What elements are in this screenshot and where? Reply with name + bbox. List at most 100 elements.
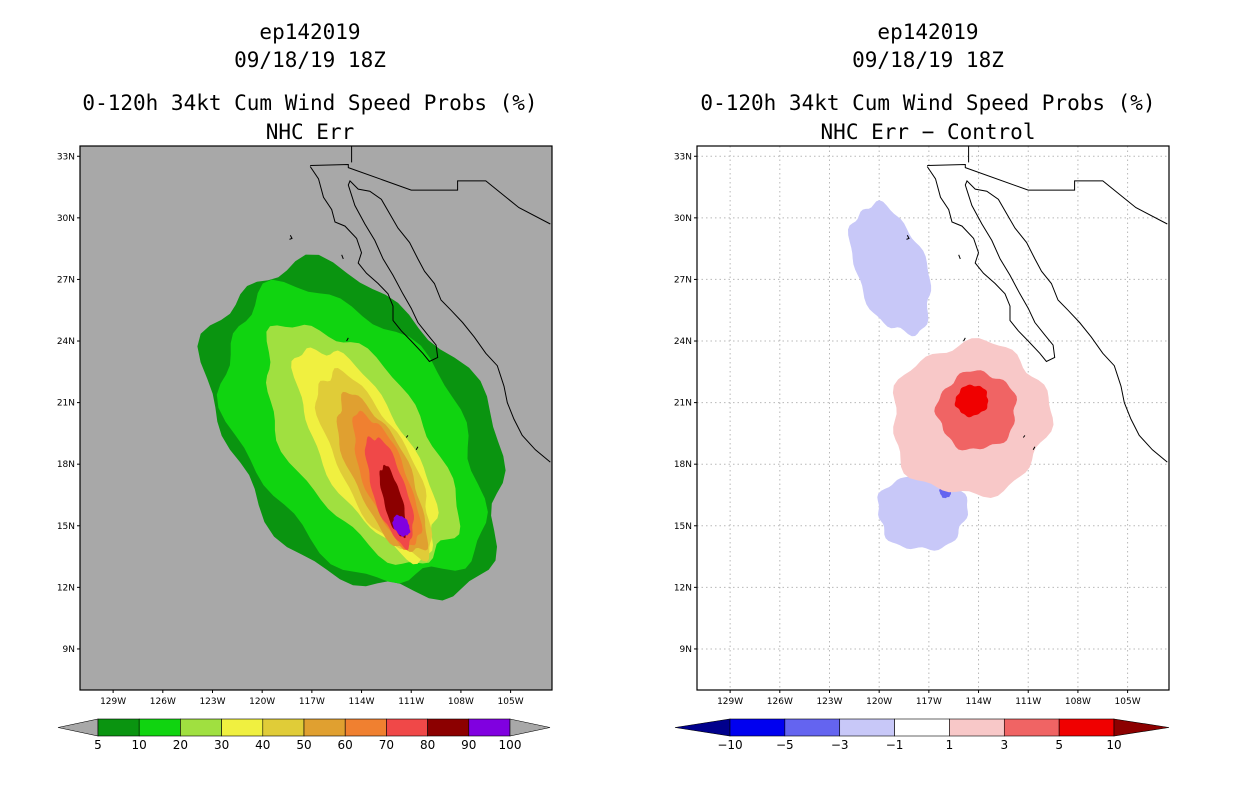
- panel-right: 129W 126W 123W 120W 117W 114W 111W 108W 105W 33N 3…: [674, 145, 1170, 752]
- contour-level-neg1: [848, 200, 932, 337]
- island: [346, 337, 349, 342]
- x-tick-label: 117W: [916, 697, 942, 707]
- contour-level-90: [392, 514, 411, 537]
- colorbar-label: 10: [132, 738, 147, 752]
- colorbar-label: 1: [946, 738, 954, 752]
- y-tick-label: 12N: [57, 583, 75, 593]
- x-tick-label: 126W: [767, 697, 793, 707]
- colorbar-label: 60: [338, 738, 353, 752]
- plot-frame: [79, 145, 553, 691]
- colorbar-label: 40: [255, 738, 270, 752]
- island: [289, 235, 293, 240]
- panel-left-storm-id: ep142019: [259, 20, 361, 44]
- colorbar-label: 50: [296, 738, 311, 752]
- y-tick-label: 24N: [674, 337, 692, 347]
- colorbar-arrow-low: [57, 718, 99, 737]
- y-tick-label: 30N: [57, 214, 75, 224]
- colorbar-swatch: [303, 718, 346, 737]
- island: [1032, 446, 1036, 451]
- colorbar-swatch: [1003, 718, 1060, 737]
- contour-level-5: [954, 384, 989, 418]
- colorbar-label: −3: [831, 738, 849, 752]
- panel-right-subtitle: NHC Err − Control: [820, 120, 1036, 144]
- panel-right-product-title: 0-120h 34kt Cum Wind Speed Probs (%): [700, 91, 1156, 115]
- country-border: [927, 163, 1168, 225]
- y-tick-label: 15N: [674, 522, 692, 532]
- panel-left-datetime: 09/18/19 18Z: [234, 48, 386, 72]
- panel-left-subtitle: NHC Err: [265, 120, 355, 144]
- coastline: [926, 166, 1168, 463]
- panel-right-datetime: 09/18/19 18Z: [852, 48, 1004, 72]
- colorbar-label: −5: [776, 738, 794, 752]
- x-tick-label: 120W: [249, 697, 275, 707]
- colorbar-swatch: [784, 718, 841, 737]
- colorbar-swatch: [386, 718, 428, 737]
- y-tick-label: 21N: [674, 399, 692, 409]
- colorbar-swatch: [138, 718, 181, 737]
- colorbar-swatch: [949, 718, 1005, 737]
- island: [415, 446, 419, 451]
- colorbar-swatch: [344, 718, 387, 737]
- colorbar-label: −1: [886, 738, 904, 752]
- island: [341, 254, 344, 260]
- colorbar-swatch: [894, 718, 950, 737]
- colorbar-label: 80: [420, 738, 435, 752]
- colorbar-label: 30: [214, 738, 229, 752]
- x-tick-label: 123W: [199, 697, 225, 707]
- y-tick-label: 27N: [57, 275, 75, 285]
- colorbar-label: 5: [94, 738, 102, 752]
- colorbar-swatch: [180, 718, 222, 737]
- colorbar: 5 10 20 30 40 50 60 70 80 90 100: [57, 718, 551, 752]
- colorbar-label: −10: [717, 738, 742, 752]
- colorbar-swatch: [839, 718, 895, 737]
- colorbar-swatch: [729, 718, 786, 737]
- y-tick-label: 18N: [674, 460, 692, 470]
- colorbar-swatch: [468, 718, 511, 737]
- colorbar-label: 70: [379, 738, 394, 752]
- y-tick-label: 27N: [674, 275, 692, 285]
- x-tick-label: 126W: [150, 697, 176, 707]
- x-tick-label: 111W: [1015, 697, 1041, 707]
- colorbar-label: 10: [1106, 738, 1121, 752]
- coastline: [309, 166, 551, 463]
- x-tick-label: 120W: [866, 697, 892, 707]
- colorbar: −10 −5 −3 −1 1 3 5 10: [674, 718, 1170, 752]
- colorbar-label: 3: [1000, 738, 1008, 752]
- panel-right-storm-id: ep142019: [877, 20, 979, 44]
- x-tick-label: 108W: [448, 697, 474, 707]
- y-tick-label: 9N: [680, 645, 692, 655]
- y-tick-label: 9N: [63, 645, 75, 655]
- colorbar-label: 100: [499, 738, 522, 752]
- island: [958, 254, 961, 260]
- x-tick-label: 114W: [966, 697, 992, 707]
- colorbar-swatch: [427, 718, 470, 737]
- colorbar-swatch: [221, 718, 264, 737]
- x-tick-label: 114W: [349, 697, 375, 707]
- panel-left: 129W 126W 123W 120W 117W 114W 111W 108W 105W 33N 3…: [57, 145, 553, 752]
- colorbar-swatch: [262, 718, 305, 737]
- colorbar-label: 5: [1055, 738, 1063, 752]
- island: [963, 337, 966, 342]
- colorbar-label: 20: [173, 738, 188, 752]
- x-tick-label: 108W: [1065, 697, 1091, 707]
- x-tick-label: 123W: [816, 697, 842, 707]
- island: [1022, 435, 1026, 438]
- colorbar-swatch: [1058, 718, 1115, 737]
- y-tick-label: 24N: [57, 337, 75, 347]
- island: [906, 235, 910, 240]
- colorbar-swatch: [97, 718, 140, 737]
- x-tick-label: 105W: [498, 697, 524, 707]
- island: [405, 435, 409, 438]
- country-border: [310, 163, 551, 225]
- plot-frame: [696, 145, 1170, 691]
- x-tick-label: 117W: [299, 697, 325, 707]
- y-tick-label: 12N: [674, 583, 692, 593]
- x-tick-label: 105W: [1115, 697, 1141, 707]
- x-tick-label: 111W: [398, 697, 424, 707]
- colorbar-arrow-low: [674, 718, 731, 737]
- colorbar-label: 90: [461, 738, 476, 752]
- colorbar-arrow-high: [509, 718, 551, 737]
- y-tick-label: 33N: [57, 152, 75, 162]
- y-tick-label: 21N: [57, 399, 75, 409]
